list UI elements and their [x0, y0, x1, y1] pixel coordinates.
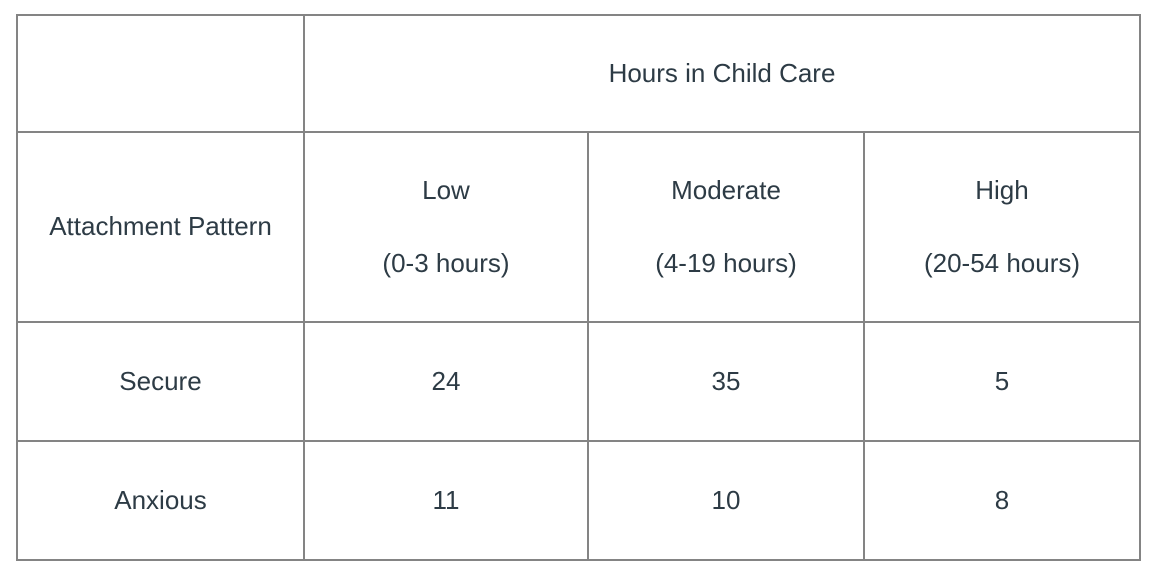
cell-anxious-moderate: 10: [587, 440, 865, 561]
empty-corner-cell: [16, 14, 305, 133]
row-header-anxious: Anxious: [16, 440, 305, 561]
row-header-secure: Secure: [16, 321, 305, 442]
cell-secure-moderate: 35: [587, 321, 865, 442]
cell-secure-low: 24: [303, 321, 589, 442]
column-header-high: High (20-54 hours): [863, 131, 1141, 323]
table-row-secure: Secure 24 35 5: [16, 321, 1141, 442]
table-row-anxious: Anxious 11 10 8: [16, 440, 1141, 561]
table-row: Attachment Pattern Low (0-3 hours) Moder…: [16, 131, 1141, 323]
column-header-low-range: (0-3 hours): [382, 248, 510, 278]
table-row: Hours in Child Care: [16, 14, 1141, 133]
attachment-childcare-table: Hours in Child Care Attachment Pattern L…: [16, 14, 1141, 561]
cell-anxious-low: 11: [303, 440, 589, 561]
column-header-low-label: Low: [422, 174, 470, 205]
column-header-moderate-label: Moderate: [671, 174, 781, 205]
span-header-hours-in-child-care: Hours in Child Care: [303, 14, 1141, 133]
row-dimension-header: Attachment Pattern: [16, 131, 305, 323]
column-header-moderate-range: (4-19 hours): [655, 248, 797, 278]
column-header-high-range: (20-54 hours): [923, 248, 1081, 278]
cell-anxious-high: 8: [863, 440, 1141, 561]
column-header-high-label: High: [975, 174, 1029, 205]
cell-secure-high: 5: [863, 321, 1141, 442]
column-header-moderate: Moderate (4-19 hours): [587, 131, 865, 323]
column-header-low: Low (0-3 hours): [303, 131, 589, 323]
